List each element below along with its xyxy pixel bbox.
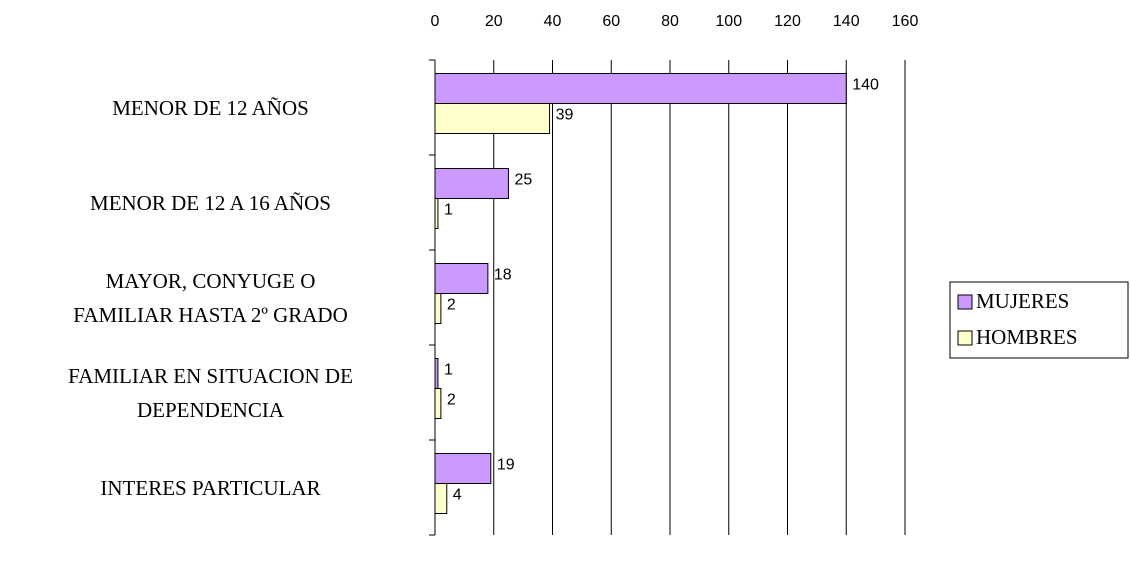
legend-swatch [957,294,973,310]
bar [434,73,847,104]
data-label: 19 [497,457,515,474]
legend-label: HOMBRES [976,325,1078,349]
bar [434,358,439,389]
bar [434,103,551,134]
bar [434,263,489,294]
data-label: 25 [514,172,532,189]
x-tick-label: 100 [715,13,742,30]
bar [434,168,509,199]
x-tick-label: 140 [833,13,860,30]
bar [434,198,439,229]
x-tick-label: 120 [774,13,801,30]
bar [434,388,442,419]
legend-label: MUJERES [976,289,1069,313]
legend-box [949,281,1129,359]
data-label: 1 [444,202,453,219]
bar [434,453,492,484]
category-label: MENOR DE 12 AÑOS [112,95,309,120]
x-tick-label: 0 [431,13,440,30]
x-tick-label: 80 [661,13,679,30]
data-label: 2 [447,392,456,409]
data-label: 2 [447,297,456,314]
data-label: 4 [453,487,462,504]
data-label: 18 [494,267,512,284]
category-label: FAMILIAR EN SITUACION DE DEPENDENCIA [68,363,353,422]
x-tick-label: 20 [485,13,503,30]
data-label: 140 [852,77,879,94]
bar [434,483,448,514]
bar [434,293,442,324]
x-tick-label: 40 [544,13,562,30]
category-label: INTERES PARTICULAR [100,475,321,500]
data-label: 39 [556,107,574,124]
data-label: 1 [444,362,453,379]
x-tick-label: 160 [892,13,919,30]
category-label: MAYOR, CONYUGE O FAMILIAR HASTA 2º GRADO [73,268,348,327]
legend-swatch [957,330,973,346]
category-label: MENOR DE 12 A 16 AÑOS [90,190,331,215]
x-tick-label: 60 [602,13,620,30]
